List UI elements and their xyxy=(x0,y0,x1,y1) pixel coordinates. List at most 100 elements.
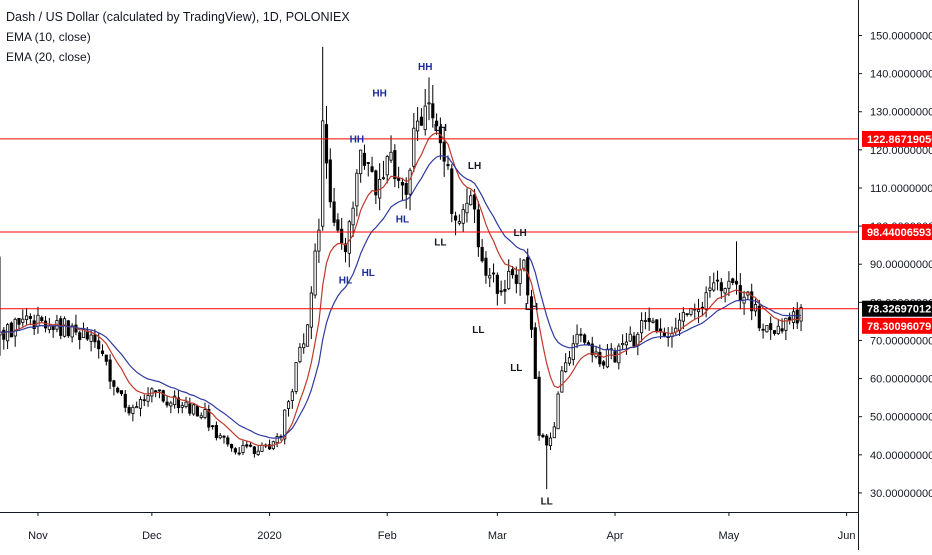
candle xyxy=(359,149,363,183)
swing-annotation: HL xyxy=(362,268,375,279)
candle xyxy=(461,204,465,233)
candle xyxy=(161,389,165,403)
candle-body xyxy=(465,202,469,214)
candle xyxy=(431,85,435,128)
candle xyxy=(294,362,298,395)
candle xyxy=(245,440,249,449)
candle-body xyxy=(381,177,386,180)
candle-body xyxy=(799,307,803,322)
candle xyxy=(336,213,340,233)
candle-body xyxy=(36,314,40,327)
candle-body xyxy=(712,282,716,291)
candle-body xyxy=(328,159,332,203)
candle xyxy=(59,315,63,340)
candle-body xyxy=(750,291,754,312)
candle-body xyxy=(119,390,124,395)
candle-body xyxy=(419,116,423,126)
candle-body xyxy=(207,408,211,428)
candle xyxy=(712,272,716,292)
candle-body xyxy=(442,141,446,162)
y-tick-label: 110.00000000 xyxy=(870,183,932,195)
candle-body xyxy=(545,435,549,446)
candle xyxy=(435,113,439,135)
candle xyxy=(628,326,632,343)
candle-body xyxy=(503,289,507,292)
candle-body xyxy=(28,316,32,319)
y-tick-label: 50.00000000 xyxy=(870,412,932,424)
x-tick-label: Feb xyxy=(378,530,397,542)
candle xyxy=(267,439,272,451)
candle xyxy=(450,164,454,223)
candle-body xyxy=(230,444,234,449)
candle xyxy=(385,154,389,184)
candle xyxy=(772,330,777,336)
candle xyxy=(651,317,655,324)
candle xyxy=(135,401,139,409)
candle xyxy=(765,325,769,333)
candle-body xyxy=(765,325,769,333)
x-tick-label: 2020 xyxy=(257,530,281,542)
candle xyxy=(324,106,329,179)
candle-body xyxy=(469,195,473,206)
swing-annotation: HL xyxy=(396,214,409,225)
candle xyxy=(567,350,572,366)
chart-legend: Dash / US Dollar (calculated by TradingV… xyxy=(6,7,350,67)
candle xyxy=(157,389,162,399)
candle xyxy=(89,330,93,352)
ema-price-label-text: 78.30096079 xyxy=(867,321,931,333)
candle-body xyxy=(435,120,439,127)
candle xyxy=(681,307,685,330)
last-price-label: 78.32697012 xyxy=(862,300,932,317)
candle-body xyxy=(533,327,537,380)
swing-annotation: LH xyxy=(468,161,481,172)
candle xyxy=(203,402,207,420)
candle xyxy=(366,162,370,177)
candle xyxy=(317,218,321,263)
y-tick-label: 60.00000000 xyxy=(870,374,932,386)
candle-body xyxy=(66,320,70,337)
candle xyxy=(302,333,306,354)
candle xyxy=(169,400,173,414)
candle-body xyxy=(245,444,249,447)
candle-body xyxy=(173,395,177,406)
candle-body xyxy=(450,168,454,214)
candle xyxy=(659,318,663,340)
candle-body xyxy=(116,387,120,393)
candle-body xyxy=(294,362,298,392)
candle-body xyxy=(583,334,587,343)
candles-layer xyxy=(0,46,803,490)
candle-body xyxy=(727,280,731,289)
candle xyxy=(370,156,374,173)
candle xyxy=(28,313,32,326)
candle xyxy=(222,434,226,444)
candle xyxy=(495,272,499,306)
candle-body xyxy=(17,317,21,325)
candle xyxy=(416,107,420,141)
level-label-text: 98.44006593 xyxy=(867,227,931,239)
candle xyxy=(192,403,196,416)
candle xyxy=(332,187,336,227)
candle xyxy=(734,241,739,295)
candle xyxy=(340,217,344,250)
candle-body xyxy=(252,446,256,454)
candle xyxy=(788,312,792,325)
candle xyxy=(108,354,112,390)
candle xyxy=(74,314,78,336)
y-tick-label: 30.00000000 xyxy=(870,488,932,500)
candle-body xyxy=(541,434,545,438)
candle xyxy=(188,397,192,416)
candle-body xyxy=(154,390,158,393)
candle xyxy=(214,421,218,441)
candle xyxy=(404,177,408,209)
candle-body xyxy=(738,285,742,301)
candle-body xyxy=(700,306,704,309)
ema-layer xyxy=(0,132,802,447)
candle xyxy=(24,307,29,325)
level-label-bg xyxy=(862,130,932,147)
candle xyxy=(476,201,480,257)
candle xyxy=(507,259,511,291)
candle-body xyxy=(6,324,10,342)
candle xyxy=(499,280,503,296)
candle xyxy=(17,317,21,329)
